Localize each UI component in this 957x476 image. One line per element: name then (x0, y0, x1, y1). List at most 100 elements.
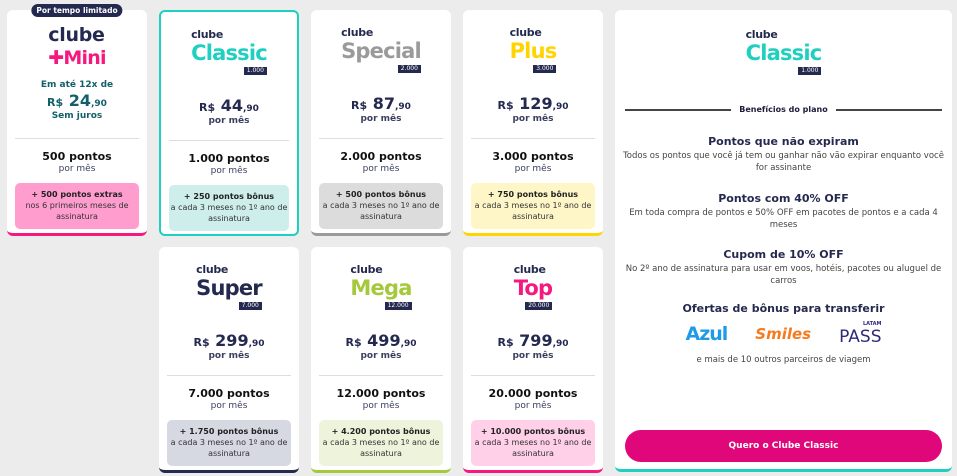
logo-badge: 3.000 (533, 65, 557, 74)
plan-price: R$ 499,90 por mês (311, 331, 451, 362)
price-integer: 129 (519, 94, 553, 113)
logo-badge: 1.000 (798, 67, 822, 76)
price-integer: 87 (372, 94, 395, 113)
price-suffix: Sem juros (51, 111, 103, 122)
points-amount: 12.000 pontos (336, 387, 426, 400)
divider (167, 375, 291, 376)
plan-logo: clube Plus 3.000 (463, 26, 603, 74)
logo-name: Special (341, 39, 422, 64)
logo-club: clube (745, 28, 778, 41)
plan-card-mini[interactable]: Por tempo limitado clube ✚Mini Em até 12… (7, 4, 147, 236)
bonus-title: + 500 pontos extras (31, 190, 123, 199)
logo-badge: 2.000 (397, 65, 421, 74)
benefit-title: Pontos com 40% OFF (718, 192, 849, 205)
bonus-box: + 500 pontos bônus a cada 3 meses no 1º a… (319, 183, 443, 229)
benefit-title: Cupom de 10% OFF (723, 248, 844, 261)
divider (471, 375, 595, 376)
price-decimal: ,90 (552, 339, 569, 349)
plan-price: R$ 799,90 por mês (463, 331, 603, 362)
plan-card-top[interactable]: clube Top 20.000 R$ 799,90 por mês 20.00… (463, 247, 603, 473)
price-decimal: ,90 (248, 339, 265, 349)
logo-name-text: Classic (191, 41, 268, 66)
price-integer: 499 (367, 331, 401, 350)
plan-card-classic[interactable]: clube Classic 1.000 R$ 44,90 por mês 1.0… (159, 10, 299, 236)
plan-logo: clube Super 7.000 (159, 263, 299, 311)
price-currency: R$ (193, 336, 210, 349)
pass-text: PASS (839, 327, 882, 347)
latam-pass-logo: LATAM PASS (839, 321, 881, 347)
logo-club: clube (196, 263, 229, 276)
logo-club: clube (513, 263, 546, 276)
points-amount: 20.000 pontos (488, 387, 578, 400)
benefit-title: Ofertas de bônus para transferir (682, 302, 885, 315)
plan-price: R$ 44,90 por mês (161, 96, 297, 127)
plan-card-mega[interactable]: clube Mega 12.000 R$ 499,90 por mês 12.0… (311, 247, 451, 473)
bonus-text: a cada 3 meses no 1º ano de assinatura (474, 438, 592, 458)
points-amount: 2.000 pontos (340, 150, 422, 163)
logo-club: clube (509, 26, 542, 39)
plan-logo: clube Mega 12.000 (311, 263, 451, 311)
plan-points: 500 pontos por mês (7, 150, 147, 176)
price-decimal: ,90 (395, 102, 411, 112)
azul-logo: Azul (685, 322, 728, 345)
price-suffix: por mês (360, 114, 402, 124)
logo-name-text: Top (513, 276, 553, 301)
logo-name: Classic (191, 41, 268, 66)
logo-badge: 12.000 (384, 302, 412, 311)
more-partners-text: e mais de 10 outros parceiros de viagem (696, 355, 871, 365)
plan-logo: clube ✚Mini (7, 24, 147, 70)
price-integer: 799 (519, 331, 553, 350)
plan-price: R$ 129,90 por mês (463, 94, 603, 125)
price-currency: R$ (345, 336, 362, 349)
bonus-text: nos 6 primeiros meses de assinatura (25, 201, 129, 221)
points-period: por mês (362, 164, 400, 175)
points-amount: 500 pontos (42, 150, 112, 163)
price-suffix: por mês (208, 351, 250, 361)
price-decimal: ,90 (91, 99, 107, 110)
points-period: por mês (58, 164, 96, 175)
plan-points: 7.000 pontos por mês (159, 387, 299, 413)
plan-details-panel: clube Classic 1.000 Benefícios do plano Po… (615, 10, 952, 472)
plan-price: R$ 299,90 por mês (159, 331, 299, 362)
points-period: por mês (514, 401, 552, 412)
price-integer: 44 (220, 96, 243, 115)
benefit-text: No 2º ano de assinatura para usar em voo… (625, 264, 942, 287)
divider (319, 138, 443, 139)
subscribe-button[interactable]: Quero o Clube Classic (625, 430, 942, 462)
benefit-text: Todos os pontos que você já tem ou ganha… (623, 151, 944, 174)
logo-badge: 20.000 (525, 302, 553, 311)
benefit-item: Pontos que não expiram Todos os pontos qu… (623, 135, 944, 174)
plan-card-plus[interactable]: clube Plus 3.000 R$ 129,90 por mês 3.000… (463, 10, 603, 236)
divider (15, 138, 139, 139)
bonus-text: a cada 3 meses no 1º ano de assinatura (322, 201, 440, 221)
points-period: por mês (210, 401, 248, 412)
benefit-item: Ofertas de bônus para transferir (623, 302, 944, 315)
plan-card-special[interactable]: clube Special 2.000 R$ 87,90 por mês 2.0… (311, 10, 451, 236)
logo-name-text: Super (196, 276, 263, 301)
plan-logo: clube Classic 1.000 (161, 28, 297, 76)
logo-name: Top (514, 276, 553, 301)
logo-name: Plus (510, 39, 558, 64)
bonus-box: + 750 pontos bônus a cada 3 meses no 1º a… (471, 183, 595, 229)
divider (471, 138, 595, 139)
price-suffix: por mês (512, 351, 554, 361)
bonus-title: + 1.750 pontos bônus (179, 427, 279, 436)
points-amount: 1.000 pontos (188, 152, 270, 165)
plan-price: R$ 87,90 por mês (311, 94, 451, 125)
logo-name-text: Special (341, 39, 422, 64)
bonus-title: + 10.000 pontos bônus (480, 427, 586, 436)
plan-price: Em até 12x de R$ 24,90 Sem juros (7, 80, 147, 123)
price-prefix: Em até 12x de (40, 80, 114, 90)
plan-card-super[interactable]: clube Super 7.000 R$ 299,90 por mês 7.00… (159, 247, 299, 473)
latam-text: LATAM (862, 321, 882, 327)
price-currency: R$ (497, 99, 514, 112)
points-period: por mês (210, 166, 248, 177)
plus-icon: ✚ (48, 46, 64, 69)
price-integer: 299 (215, 331, 249, 350)
benefit-text: Em toda compra de pontos e 50% OFF em pa… (629, 208, 938, 231)
bonus-box: + 4.200 pontos bônus a cada 3 meses no 1º… (319, 420, 443, 466)
partner-logos: Azul Smiles LATAM PASS (615, 321, 952, 347)
limited-time-badge: Por tempo limitado (31, 4, 123, 17)
plan-points: 1.000 pontos por mês (161, 152, 297, 178)
price-currency: R$ (351, 99, 368, 112)
